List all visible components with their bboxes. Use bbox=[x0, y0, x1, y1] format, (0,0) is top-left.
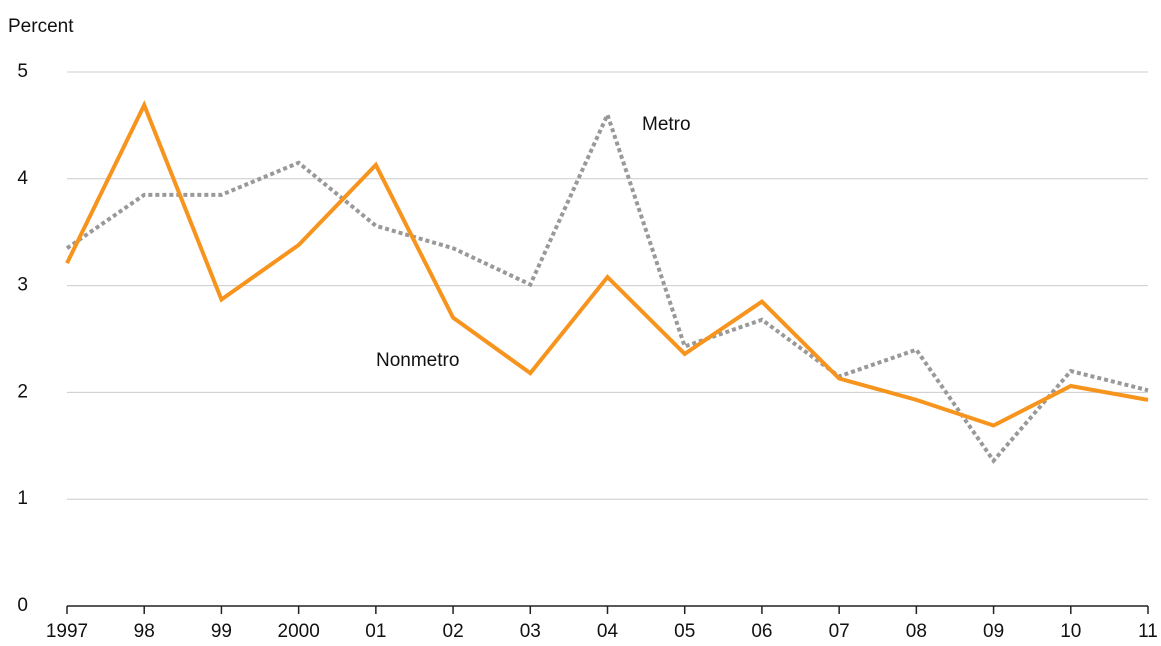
series-line bbox=[65, 109, 1149, 465]
x-tick-label: 2000 bbox=[278, 621, 320, 642]
x-tick-label: 05 bbox=[674, 621, 695, 642]
x-tick-label: 1997 bbox=[46, 621, 88, 642]
series-line bbox=[65, 100, 1149, 428]
x-tick-label: 08 bbox=[906, 621, 927, 642]
y-tick-label: 2 bbox=[17, 381, 28, 402]
x-tick-label: 07 bbox=[829, 621, 850, 642]
y-tick-label: 5 bbox=[17, 61, 28, 82]
x-tick-label: 02 bbox=[443, 621, 464, 642]
x-tick-label: 99 bbox=[211, 621, 232, 642]
x-tick-label: 98 bbox=[134, 621, 155, 642]
series-label: Metro bbox=[642, 114, 691, 135]
x-tick-label: 01 bbox=[365, 621, 386, 642]
x-tick-label: 04 bbox=[597, 621, 619, 642]
y-tick-label: 4 bbox=[17, 168, 28, 189]
x-tick-label: 03 bbox=[520, 621, 541, 642]
y-tick-label: 1 bbox=[17, 488, 28, 509]
x-tick-label: 10 bbox=[1060, 621, 1081, 642]
series-label: Nonmetro bbox=[376, 350, 459, 371]
x-tick-label: 11 bbox=[1138, 621, 1158, 642]
y-axis-label: Percent bbox=[8, 16, 74, 37]
y-tick-label: 0 bbox=[17, 595, 28, 616]
x-tick-label: 06 bbox=[751, 621, 772, 642]
y-tick-label: 3 bbox=[17, 275, 28, 296]
x-tick-label: 09 bbox=[983, 621, 1004, 642]
